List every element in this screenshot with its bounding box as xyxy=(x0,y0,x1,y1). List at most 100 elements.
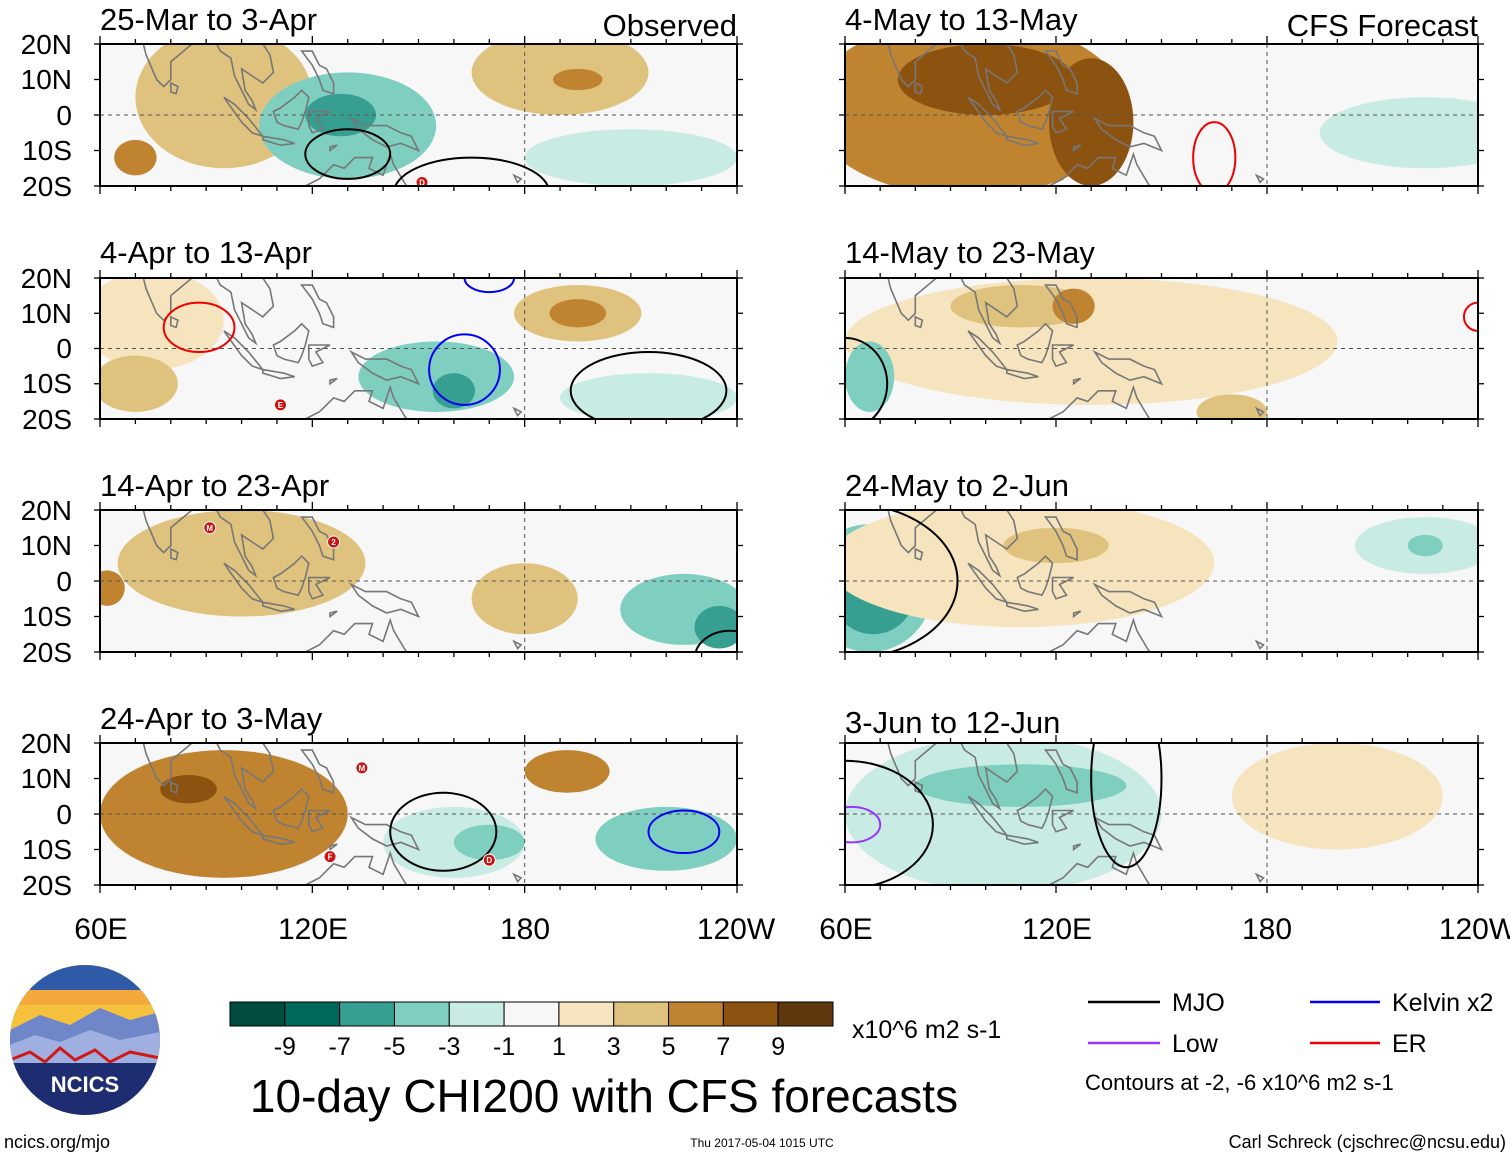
y-tick-label: 20S xyxy=(22,404,72,435)
storm-label: 2 xyxy=(331,538,336,547)
coastline xyxy=(142,278,195,322)
colorbar-label: 1 xyxy=(552,1033,566,1061)
coastline xyxy=(887,510,939,554)
anomaly-region xyxy=(100,278,224,370)
colorbar-label: 5 xyxy=(662,1033,676,1061)
storm-label: M xyxy=(359,764,366,773)
colorbar-label: -1 xyxy=(493,1033,515,1061)
anomaly-region xyxy=(1231,743,1443,850)
colorbar-segment xyxy=(393,1001,450,1027)
panel-plot-area: E xyxy=(100,278,737,419)
coastline xyxy=(914,315,924,329)
colorbar-segment xyxy=(503,1001,560,1027)
map-panel xyxy=(839,36,1484,194)
legend-label-kelvin: Kelvin x2 xyxy=(1392,989,1493,1017)
contour-er xyxy=(1462,301,1478,332)
storm-label: F xyxy=(328,853,333,862)
coastline xyxy=(512,406,523,417)
contour-legend: MJO Kelvin x2 Low ER Contours at -2, -6 … xyxy=(1085,989,1493,1095)
colorbar-label: -9 xyxy=(274,1033,296,1061)
coastline xyxy=(512,173,523,184)
coastline xyxy=(960,278,1019,346)
footer-url[interactable]: ncics.org/mjo xyxy=(4,1132,110,1152)
y-tick-label: 20S xyxy=(22,870,72,901)
coastline xyxy=(348,349,421,386)
x-tick-label: 60E xyxy=(819,913,872,946)
contour-mjo xyxy=(845,336,889,419)
anomaly-region xyxy=(560,373,737,419)
coastline xyxy=(329,144,338,153)
anomaly-region xyxy=(915,764,1127,807)
colorbar-segment xyxy=(448,1001,505,1027)
coastline xyxy=(215,278,275,346)
coastline xyxy=(308,809,331,833)
coastline xyxy=(887,278,939,322)
anomaly-region xyxy=(453,824,525,861)
coastline xyxy=(170,780,179,794)
coastline xyxy=(142,743,195,787)
panel-plot-area: M2 xyxy=(100,510,737,652)
panel-plot-area: M F D xyxy=(100,743,737,885)
coastline xyxy=(349,582,421,619)
storm-marker: M xyxy=(355,761,369,775)
coastline xyxy=(1006,135,1039,147)
coastline xyxy=(1051,344,1074,368)
coastline xyxy=(1213,417,1216,419)
map-panel xyxy=(839,270,1484,427)
y-tick-label: 20N xyxy=(21,263,72,294)
coastline xyxy=(1254,406,1265,417)
anomaly-region xyxy=(114,139,157,176)
anomaly-region xyxy=(117,510,366,617)
coastline xyxy=(1006,834,1039,846)
y-tick-label: 10S xyxy=(22,368,72,399)
coastline xyxy=(349,116,421,153)
coastline xyxy=(1016,89,1054,131)
storm-marker: D xyxy=(415,175,429,186)
coastline xyxy=(303,850,408,885)
footer-author: Carl Schreck (cjschrec@ncsu.edu) xyxy=(1229,1132,1506,1152)
panel-plot-area: D xyxy=(100,44,737,186)
y-tick-label: 10S xyxy=(22,601,72,632)
coastline xyxy=(960,510,1019,579)
colorbar-segment xyxy=(558,1001,615,1027)
coastline xyxy=(1043,284,1078,329)
y-tick-label: 10N xyxy=(21,298,72,329)
panel-plot-area xyxy=(845,743,1478,885)
main-title: 10-day CHI200 with CFS forecasts xyxy=(250,1070,958,1122)
colorbar-segment xyxy=(229,1001,286,1027)
storm-label: E xyxy=(278,401,284,410)
anomaly-region xyxy=(845,510,1215,628)
anomaly-region xyxy=(897,44,1074,115)
y-tick-label: 20N xyxy=(21,495,72,526)
colorbar-label: 3 xyxy=(607,1033,621,1061)
coastline xyxy=(329,843,338,852)
storm-label: M xyxy=(206,524,213,533)
coastline xyxy=(215,510,275,579)
coastline xyxy=(1016,787,1054,830)
coastline xyxy=(1051,809,1074,833)
coastline xyxy=(1043,749,1078,794)
y-tick-label: 0 xyxy=(56,799,72,830)
contour-note: Contours at -2, -6 x10^6 m2 s-1 xyxy=(1085,1070,1394,1095)
y-tick-label: 20N xyxy=(21,728,72,759)
contour-mjo xyxy=(394,156,549,186)
coastline xyxy=(300,516,335,561)
coastline xyxy=(170,81,179,95)
coastline xyxy=(300,50,335,95)
coastline xyxy=(308,344,331,368)
coastline xyxy=(272,89,310,131)
colorbar-segment xyxy=(777,1001,834,1027)
forecast-column-label: CFS Forecast xyxy=(1287,8,1479,43)
map-panel: M F D xyxy=(94,735,743,893)
coastline xyxy=(308,576,331,600)
coastline xyxy=(1051,110,1074,134)
x-tick-label: 120E xyxy=(1022,913,1092,946)
coastline xyxy=(1092,582,1164,619)
coastline xyxy=(262,834,295,846)
contour-mjo xyxy=(1090,743,1163,869)
coastline xyxy=(349,815,421,852)
anomaly-region xyxy=(100,570,125,606)
coastline xyxy=(1092,116,1164,153)
contour-kelvin xyxy=(428,333,501,406)
